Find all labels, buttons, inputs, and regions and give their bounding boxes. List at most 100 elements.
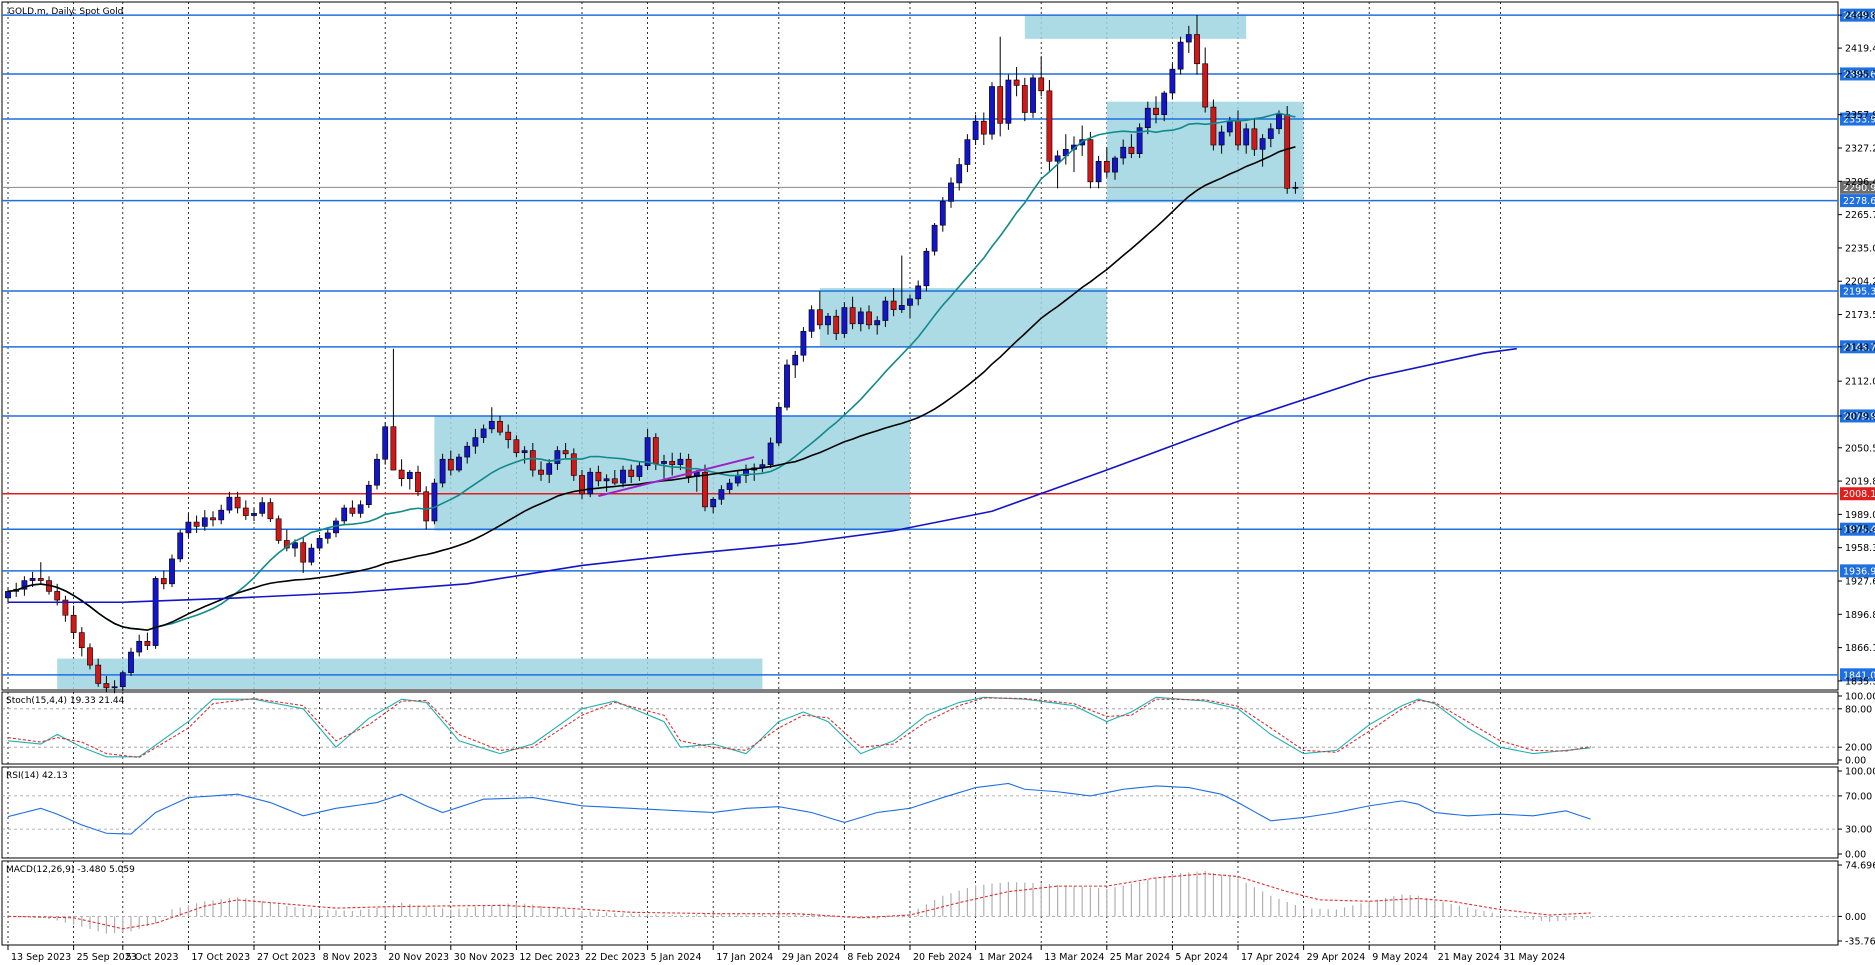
candle-bull[interactable]: [111, 686, 118, 689]
candle-bear[interactable]: [513, 439, 520, 454]
candle-bear[interactable]: [562, 450, 569, 455]
candle-bear[interactable]: [866, 311, 872, 326]
candle-bull[interactable]: [406, 471, 413, 480]
candle-bull[interactable]: [341, 507, 348, 522]
candle-bear[interactable]: [816, 309, 823, 326]
candle-bull[interactable]: [784, 364, 790, 408]
candle-bear[interactable]: [390, 426, 397, 471]
candle-bear[interactable]: [193, 521, 200, 527]
candle-bull[interactable]: [898, 305, 905, 311]
candle-bear[interactable]: [1038, 77, 1045, 92]
candle-bull[interactable]: [931, 224, 938, 252]
candle-bull[interactable]: [119, 672, 126, 688]
candle-bull[interactable]: [923, 250, 930, 287]
candle-bull[interactable]: [792, 354, 799, 366]
candle-bull[interactable]: [808, 309, 815, 332]
candle-bull[interactable]: [972, 120, 979, 140]
candle-bear[interactable]: [849, 307, 856, 325]
candle-bull[interactable]: [5, 591, 11, 599]
candle-bear[interactable]: [980, 120, 987, 135]
candle-bear[interactable]: [628, 469, 635, 477]
candle-bull[interactable]: [1185, 34, 1192, 43]
candle-bull[interactable]: [177, 532, 184, 560]
candle-bear[interactable]: [652, 437, 659, 464]
candle-bull[interactable]: [357, 504, 364, 514]
candle-bear[interactable]: [87, 647, 93, 666]
candle-bull[interactable]: [907, 298, 913, 306]
candle-bear[interactable]: [267, 502, 274, 520]
candle-bear[interactable]: [275, 518, 282, 541]
candle-bull[interactable]: [374, 458, 380, 486]
candle-bull[interactable]: [259, 502, 266, 514]
candle-bear[interactable]: [144, 640, 151, 646]
candle-bear[interactable]: [997, 86, 1004, 124]
candle-bull[interactable]: [915, 285, 922, 300]
candle-bear[interactable]: [538, 469, 544, 475]
candle-bear[interactable]: [1284, 114, 1291, 189]
candle-bull[interactable]: [218, 509, 225, 521]
candle-bull[interactable]: [1177, 41, 1184, 70]
candle-bull[interactable]: [382, 426, 389, 460]
candle-bull[interactable]: [882, 300, 889, 321]
candle-bull[interactable]: [472, 437, 479, 447]
candle-bull[interactable]: [1226, 120, 1233, 133]
candle-bear[interactable]: [210, 517, 216, 521]
candle-bear[interactable]: [505, 431, 512, 441]
candle-bear[interactable]: [54, 591, 61, 601]
candle-bear[interactable]: [1194, 34, 1200, 65]
candle-bear[interactable]: [415, 471, 421, 493]
candle-bull[interactable]: [185, 521, 192, 534]
candle-bull[interactable]: [1054, 155, 1061, 162]
candle-bull[interactable]: [169, 558, 175, 585]
candle-bull[interactable]: [1259, 138, 1266, 150]
candle-bull[interactable]: [251, 513, 257, 516]
candle-bear[interactable]: [398, 469, 405, 480]
candle-bull[interactable]: [152, 578, 159, 646]
candle-bull[interactable]: [1005, 79, 1012, 124]
candle-bull[interactable]: [767, 442, 774, 465]
candle-bull[interactable]: [1292, 186, 1299, 189]
candle-bull[interactable]: [1276, 114, 1282, 130]
candle-bear[interactable]: [1202, 63, 1209, 108]
candle-bear[interactable]: [300, 542, 307, 563]
candle-bull[interactable]: [1030, 77, 1036, 113]
candle-bear[interactable]: [529, 450, 536, 471]
candle-bear[interactable]: [579, 475, 585, 495]
candle-bull[interactable]: [201, 517, 208, 527]
candle-bull[interactable]: [661, 461, 667, 464]
candle-bear[interactable]: [833, 315, 840, 334]
candle-bull[interactable]: [1161, 92, 1168, 115]
candles-layer[interactable]: [5, 15, 1299, 694]
candle-bear[interactable]: [890, 300, 897, 311]
candle-bear[interactable]: [37, 578, 44, 581]
candle-bear[interactable]: [1087, 139, 1094, 183]
candle-bull[interactable]: [841, 307, 848, 334]
candle-bull[interactable]: [989, 86, 995, 135]
candle-bull[interactable]: [964, 139, 971, 165]
candle-bull[interactable]: [464, 445, 471, 458]
candle-bear[interactable]: [570, 453, 577, 476]
candle-bull[interactable]: [800, 331, 807, 356]
candle-bull[interactable]: [948, 182, 954, 202]
candle-bull[interactable]: [734, 475, 741, 484]
candle-bull[interactable]: [587, 471, 594, 495]
candle-bull[interactable]: [1095, 160, 1102, 183]
candle-bear[interactable]: [160, 578, 167, 585]
candle-bull[interactable]: [292, 542, 298, 549]
candle-bull[interactable]: [521, 450, 528, 454]
candle-bull[interactable]: [316, 538, 323, 549]
candle-bull[interactable]: [1144, 107, 1151, 128]
candle-bull[interactable]: [308, 547, 315, 563]
candle-bear[interactable]: [1210, 106, 1217, 146]
candle-bear[interactable]: [70, 614, 77, 633]
candle-bear[interactable]: [423, 491, 430, 522]
candle-bull[interactable]: [636, 465, 643, 477]
candle-bull[interactable]: [775, 406, 782, 444]
candle-bear[interactable]: [62, 599, 69, 616]
candle-bull[interactable]: [710, 499, 717, 508]
candle-bull[interactable]: [431, 482, 438, 522]
candle-bull[interactable]: [29, 578, 36, 581]
candle-bull[interactable]: [939, 201, 946, 226]
candle-bull[interactable]: [718, 489, 725, 500]
candle-bull[interactable]: [644, 437, 651, 467]
